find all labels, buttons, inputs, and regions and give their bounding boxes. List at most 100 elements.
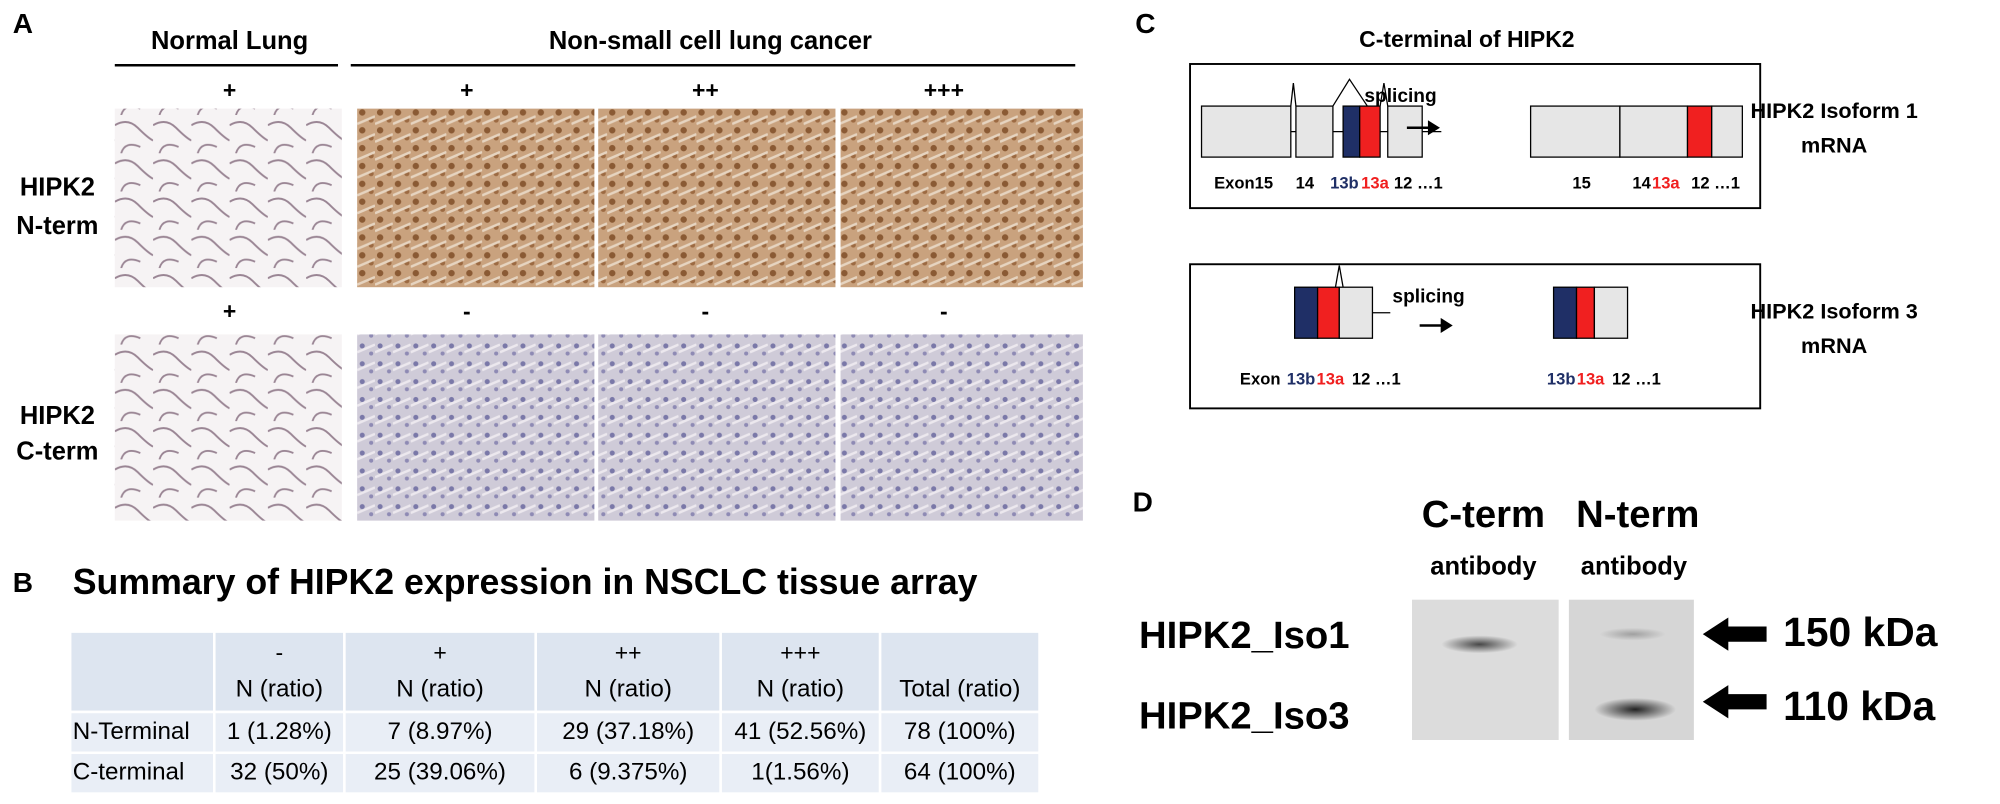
table-cell [343, 630, 537, 714]
exon-label: 12 …1 [1612, 370, 1661, 389]
table-value: 6 (9.375%) [569, 759, 687, 786]
micrograph [840, 108, 1083, 288]
table-value: 41 (52.56%) [734, 718, 866, 745]
blot-band [1594, 697, 1677, 721]
table-value: 78 (100%) [904, 718, 1016, 745]
micrograph [357, 334, 595, 521]
table-value: 32 (50%) [230, 759, 328, 786]
column-header: Total (ratio) [899, 676, 1020, 703]
panel-c: C C-terminal of HIPK2 splicing Exon15 14… [1135, 8, 1918, 410]
arrow [1702, 685, 1767, 719]
table-value: 7 (8.97%) [388, 718, 493, 745]
row-label: C-term [16, 438, 98, 466]
splicing-label: splicing [1364, 86, 1436, 107]
isoform-name: HIPK2 Isoform 3 [1750, 298, 1917, 323]
exon-label: 13b [1547, 370, 1576, 389]
table-cell [719, 630, 882, 714]
column-score: + [433, 640, 446, 666]
panel-letter: A [13, 8, 33, 39]
diagram-title: C-terminal of HIPK2 [1359, 26, 1574, 52]
column-score: - [276, 640, 284, 666]
panel-d: D C-term N-term antibody antibody HIPK2_… [1133, 486, 1938, 741]
table-title: Summary of HIPK2 expression in NSCLC tis… [73, 562, 978, 602]
micrograph [357, 108, 595, 288]
table-cell [68, 751, 216, 795]
antibody-label: antibody [1430, 553, 1537, 581]
exon-label: 13b [1287, 370, 1316, 389]
row-label: HIPK2 [20, 174, 95, 202]
micrograph [598, 108, 836, 288]
table-value: 1(1.56%) [751, 759, 849, 786]
column-score: +++ [780, 640, 820, 666]
group-header: Normal Lung [151, 27, 308, 55]
micrograph [840, 334, 1083, 521]
table-cell [878, 751, 1041, 795]
score: - [702, 298, 710, 324]
table-cell [213, 710, 346, 755]
score: - [463, 298, 471, 324]
isoform-name: mRNA [1801, 133, 1868, 158]
column-header: N (ratio) [396, 676, 483, 703]
panel-letter: D [1133, 486, 1153, 517]
micrograph [598, 334, 836, 521]
band-name: HIPK2_Iso1 [1139, 614, 1349, 657]
antibody-target: C-term [1422, 493, 1545, 536]
exon-label: 13a [1317, 370, 1345, 389]
table-cell [534, 630, 722, 714]
panel-letter: B [13, 567, 33, 598]
score: +++ [924, 77, 964, 103]
table-cell [68, 630, 216, 714]
column-header: N (ratio) [757, 676, 844, 703]
row-header: N-Terminal [73, 718, 190, 745]
isoform-box [1189, 63, 1762, 210]
arrow [1702, 617, 1767, 651]
table-value: 64 (100%) [904, 759, 1016, 786]
table-cell [343, 751, 537, 795]
table-cell [68, 710, 216, 755]
table-value: 29 (37.18%) [562, 718, 694, 745]
blot-band [1441, 635, 1518, 654]
exon-label: 12 …1 [1352, 370, 1401, 389]
exon-label: Exon15 [1214, 173, 1273, 192]
antibody-label: antibody [1581, 553, 1688, 581]
exon-diagram [1200, 78, 1743, 339]
exon-label: 14 [1632, 173, 1651, 192]
exon-label: 13a [1652, 173, 1680, 192]
panel-b: B Summary of HIPK2 expression in NSCLC t… [13, 562, 1041, 795]
table-cell [719, 751, 882, 795]
micrograph [114, 334, 342, 521]
blot-band [1599, 627, 1666, 641]
exon-label: Exon [1240, 370, 1281, 389]
isoform-name: mRNA [1801, 333, 1868, 358]
score: - [940, 298, 948, 324]
row-label: N-term [16, 212, 98, 240]
table-cell [534, 751, 722, 795]
row-label: HIPK2 [20, 402, 95, 430]
table-value: 1 (1.28%) [227, 718, 332, 745]
band-name: HIPK2_Iso3 [1139, 694, 1349, 737]
exon-label: 13b [1330, 173, 1359, 192]
table-cell [878, 630, 1041, 714]
micrograph [114, 108, 342, 288]
table-value: 25 (39.06%) [374, 759, 506, 786]
exon-label: 14 [1296, 173, 1315, 192]
isoform-name: HIPK2 Isoform 1 [1750, 98, 1917, 123]
exon-label: 15 [1572, 173, 1590, 192]
group-header: Non-small cell lung cancer [549, 27, 872, 55]
score: + [460, 77, 473, 103]
score: + [223, 77, 236, 103]
isoform-box [1189, 263, 1762, 410]
splicing-label: splicing [1392, 286, 1464, 307]
panel-a: A Normal Lung Non-small cell lung cancer… [13, 8, 1083, 521]
column-header: N (ratio) [236, 676, 323, 703]
column-header: N (ratio) [584, 676, 671, 703]
antibody-target: N-term [1576, 493, 1699, 536]
band-size: 110 kDa [1783, 683, 1935, 729]
panel-letter: C [1135, 8, 1155, 39]
score: ++ [692, 77, 719, 103]
column-score: ++ [615, 640, 642, 666]
exon-label: 13a [1361, 173, 1389, 192]
band-size: 150 kDa [1783, 609, 1938, 655]
